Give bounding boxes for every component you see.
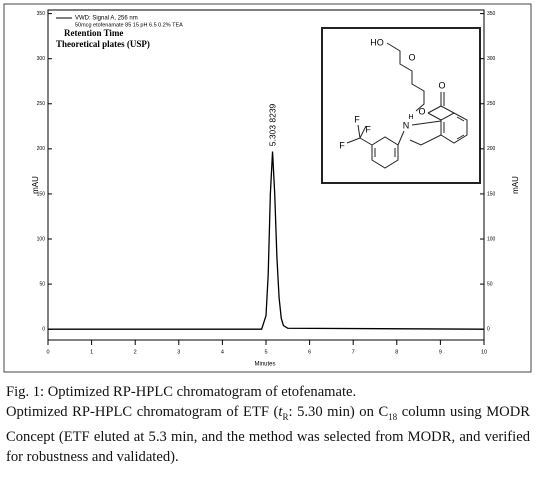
atom-label: F bbox=[354, 114, 360, 124]
x-tick-label: 5 bbox=[264, 349, 267, 355]
x-tick-label: 10 bbox=[481, 349, 487, 355]
atom-label: O bbox=[408, 52, 415, 62]
x-tick-label: 6 bbox=[308, 349, 311, 355]
atom-label: F bbox=[365, 124, 371, 134]
y-tick-label: 350 bbox=[37, 11, 46, 17]
caption-part: column using MODR Concept (ETF eluted at… bbox=[6, 404, 530, 465]
structure-box bbox=[321, 27, 481, 184]
bonds bbox=[346, 42, 468, 169]
y-axis-label: mAU bbox=[31, 176, 40, 194]
atom-label: HO bbox=[370, 37, 384, 47]
caption-part: Optimized RP-HPLC chromatogram of ETF ( bbox=[6, 404, 279, 420]
y-tick-label: 350 bbox=[487, 11, 496, 17]
annotation: Theoretical plates (USP) bbox=[56, 39, 150, 49]
x-tick-label: 9 bbox=[439, 349, 442, 355]
atom-label: H bbox=[408, 114, 413, 121]
x-tick-label: 7 bbox=[352, 349, 355, 355]
y-tick-label: 100 bbox=[487, 236, 496, 242]
y-tick-label: 150 bbox=[487, 191, 496, 197]
legend-label: VWD: Signal A, 256 nm bbox=[75, 16, 138, 22]
atom-label: O bbox=[418, 106, 425, 116]
annotation: Retention Time bbox=[64, 28, 123, 38]
caption-text: Optimized RP-HPLC chromatogram of ETF (t… bbox=[6, 402, 530, 467]
y-tick-label: 150 bbox=[37, 191, 46, 197]
annotation: 50mcg etofenamate 85 15 pH 6.5 0.2% TEA bbox=[75, 22, 183, 28]
y-tick-label: 0 bbox=[42, 327, 45, 333]
chart: VWD: Signal A, 256 nm 50mcg etofenamate … bbox=[3, 3, 532, 373]
y-tick-label: 250 bbox=[487, 101, 496, 107]
chromatogram-line bbox=[48, 151, 485, 330]
peak-label: 5.303 8239 bbox=[267, 103, 277, 146]
y-tick-label: 0 bbox=[487, 327, 490, 333]
y-tick-label: 50 bbox=[487, 281, 493, 287]
caption-part: 18 bbox=[388, 411, 398, 422]
atom-label: O bbox=[438, 80, 445, 90]
x-tick-label: 3 bbox=[177, 349, 180, 355]
figure-frame bbox=[3, 3, 532, 373]
x-tick-label: 1 bbox=[90, 349, 93, 355]
atom-label: F bbox=[339, 140, 345, 150]
y-tick-label: 200 bbox=[487, 146, 496, 152]
x-axis-label: Minutes bbox=[254, 362, 275, 368]
x-tick-label: 2 bbox=[134, 349, 137, 355]
y-axis-label: mAU bbox=[511, 176, 520, 194]
y-tick-label: 100 bbox=[37, 236, 46, 242]
structure: HO O O O F F F N H bbox=[321, 27, 481, 184]
y-tick-label: 200 bbox=[37, 146, 46, 152]
x-tick-label: 4 bbox=[221, 349, 224, 355]
caption-part: : 5.30 min) on C bbox=[288, 404, 389, 420]
y-tick-label: 250 bbox=[37, 101, 46, 107]
caption-part: t bbox=[278, 404, 283, 420]
y-tick-label: 300 bbox=[487, 56, 496, 62]
atom-label: N bbox=[403, 120, 410, 130]
x-tick-label: 8 bbox=[395, 349, 398, 355]
caption-part: R bbox=[282, 411, 289, 422]
y-tick-label: 300 bbox=[37, 56, 46, 62]
x-tick-label: 0 bbox=[46, 349, 49, 355]
caption-title: Fig. 1: Optimized RP-HPLC chromatogram o… bbox=[6, 384, 357, 400]
y-tick-label: 50 bbox=[39, 281, 45, 287]
